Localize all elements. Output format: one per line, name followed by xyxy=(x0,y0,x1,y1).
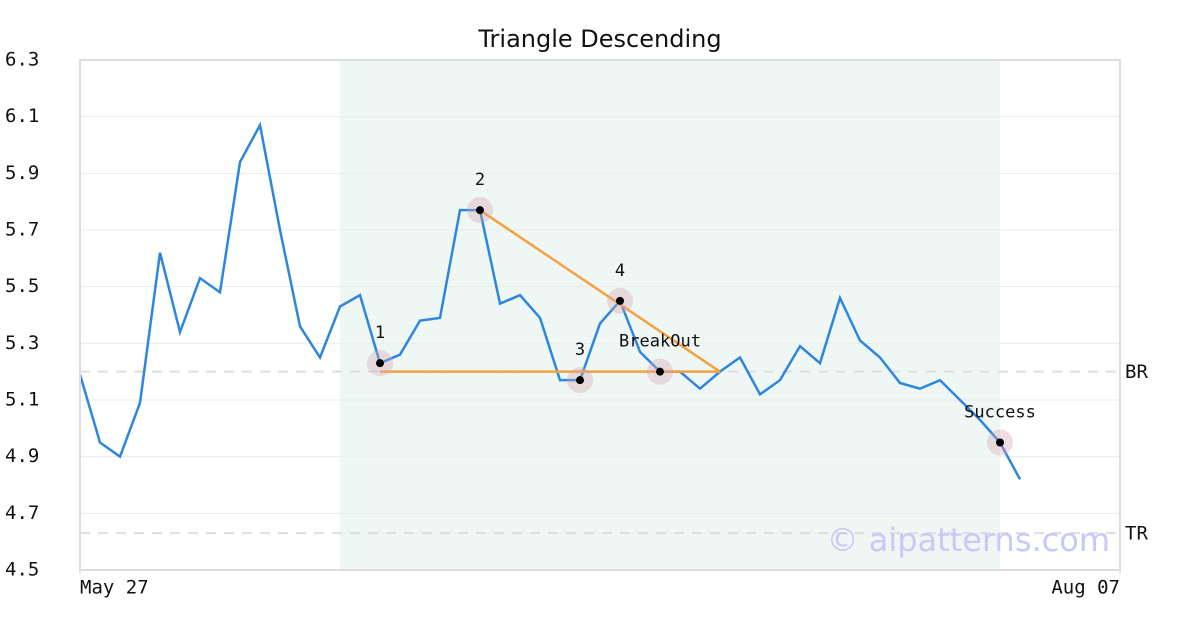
pattern-point xyxy=(376,359,384,368)
level-label: BR xyxy=(1125,361,1148,383)
highlight-region xyxy=(340,60,1000,570)
y-tick-label: 5.9 xyxy=(5,162,39,184)
y-tick-label: 5.7 xyxy=(5,219,39,241)
annotation-label: 2 xyxy=(475,170,485,190)
y-tick-label: 5.1 xyxy=(5,389,39,411)
annotation-label: BreakOut xyxy=(619,332,701,352)
x-tick-label: Aug 07 xyxy=(1051,577,1120,599)
annotation-label: 1 xyxy=(375,323,385,343)
annotation-label: Success xyxy=(964,403,1036,423)
y-tick-label: 5.5 xyxy=(5,275,39,297)
annotation-label: 3 xyxy=(575,340,585,360)
x-tick-label: May 27 xyxy=(80,577,149,599)
y-tick-label: 5.3 xyxy=(5,332,39,354)
watermark: © aipatterns.com xyxy=(827,521,1110,559)
level-label: TR xyxy=(1125,523,1148,545)
pattern-point xyxy=(576,376,584,385)
pattern-line xyxy=(479,209,721,373)
y-tick-label: 4.7 xyxy=(5,502,39,524)
chart-title: Triangle Descending xyxy=(477,25,721,53)
y-tick-label: 4.5 xyxy=(5,559,39,581)
annotation-label: 4 xyxy=(615,261,625,281)
pattern-point xyxy=(656,367,664,376)
price-line xyxy=(78,121,1022,480)
y-tick-label: 4.9 xyxy=(5,445,39,467)
plot-border xyxy=(79,59,1121,571)
pattern-point xyxy=(476,206,484,215)
y-tick-label: 6.3 xyxy=(5,49,39,71)
y-tick-label: 6.1 xyxy=(5,105,39,127)
pattern-point xyxy=(996,438,1004,447)
pattern-point xyxy=(616,296,624,305)
